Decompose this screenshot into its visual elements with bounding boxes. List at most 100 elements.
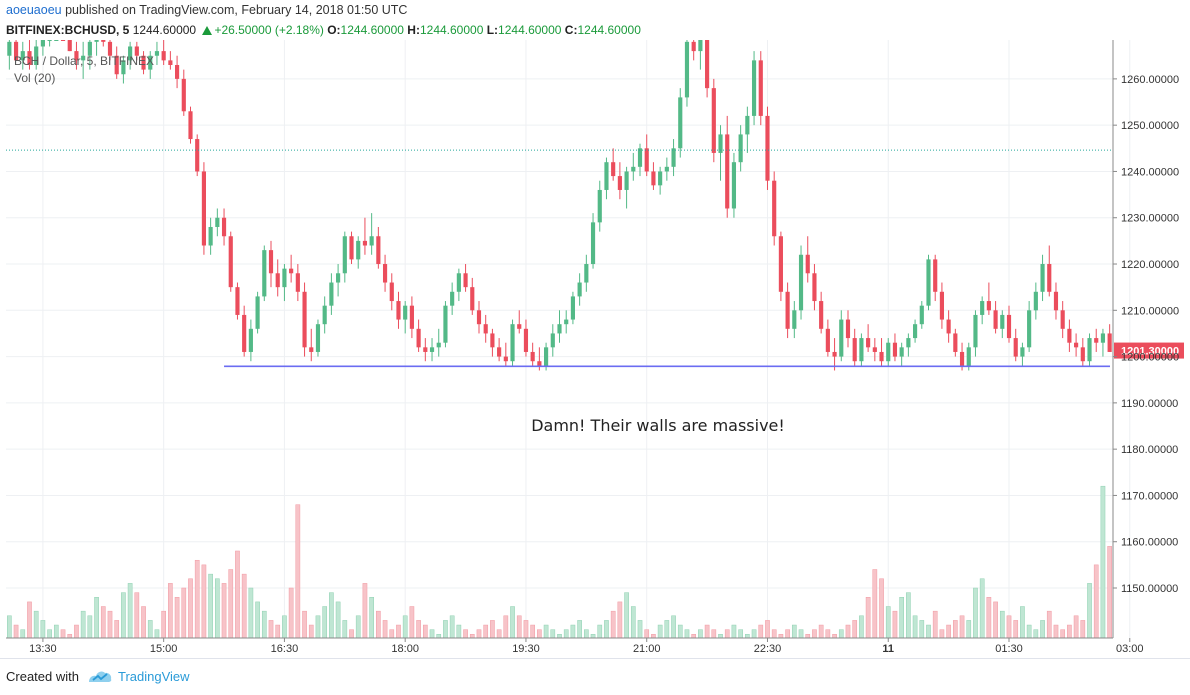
volume-bar xyxy=(201,564,207,639)
low-label: L: xyxy=(486,23,499,37)
volume-bar xyxy=(389,629,395,639)
candle-body xyxy=(658,171,663,186)
candle-body xyxy=(403,305,408,320)
volume-bar xyxy=(268,620,274,639)
volume-bar xyxy=(67,634,73,639)
volume-bar xyxy=(852,620,858,639)
last-price-tag xyxy=(1114,342,1184,359)
volume-bar xyxy=(510,606,515,639)
volume-bar xyxy=(449,615,455,639)
candle-body xyxy=(839,319,844,357)
volume-bar xyxy=(436,634,442,639)
candle-body xyxy=(859,338,864,362)
candle-body xyxy=(268,250,274,274)
candle-body xyxy=(1094,338,1099,343)
candle-body xyxy=(805,254,810,274)
candle-body xyxy=(94,40,99,42)
candle-body xyxy=(503,356,508,362)
candle-body xyxy=(550,333,555,348)
candle-body xyxy=(382,264,388,283)
candle-body xyxy=(510,324,515,362)
tradingview-link[interactable]: TradingView xyxy=(118,669,190,684)
candlestick-chart[interactable]: 1201.30000 1260.00000 1250.00000 1240.0000… xyxy=(0,40,1190,658)
candle-body xyxy=(161,51,166,61)
candle-body xyxy=(664,166,669,172)
candle-body xyxy=(537,361,542,366)
volume-bar xyxy=(349,629,354,639)
candle-body xyxy=(40,40,45,47)
candle-body xyxy=(1080,347,1085,362)
candle-body xyxy=(866,338,871,348)
candle-body xyxy=(215,217,220,227)
volume-bar xyxy=(1053,624,1059,639)
x-tick-label: 21:00 xyxy=(633,643,661,655)
candle-body xyxy=(476,310,482,325)
volume-bar xyxy=(946,624,951,639)
candle-body xyxy=(517,324,522,329)
candle-body xyxy=(557,324,562,334)
volume-bar xyxy=(832,634,837,639)
publish-bar: aoeuaoeu published on TradingView.com, F… xyxy=(0,0,1190,20)
volume-bar xyxy=(27,601,32,639)
candle-body xyxy=(262,250,267,297)
volume-bar xyxy=(597,624,603,639)
volume-bar xyxy=(308,624,314,639)
y-tick-label: 1170.00000 xyxy=(1121,490,1178,502)
candle-body xyxy=(342,236,347,274)
volume-bar xyxy=(80,610,86,639)
volume-bar xyxy=(543,624,549,639)
volume-bar xyxy=(100,606,106,639)
candle-body xyxy=(953,333,958,352)
volume-bar xyxy=(53,624,59,639)
volume-bar xyxy=(919,620,925,639)
volume-bar xyxy=(355,615,361,639)
volume-bar xyxy=(617,601,623,639)
candle-body xyxy=(470,287,475,311)
volume-bar xyxy=(879,578,884,639)
candle-body xyxy=(644,148,649,172)
candle-body xyxy=(705,40,710,89)
candle-body xyxy=(523,328,529,352)
candle-body xyxy=(443,305,448,343)
volume-bar xyxy=(523,620,529,639)
open-value: 1244.60000 xyxy=(340,23,404,37)
candle-body xyxy=(60,40,66,41)
volume-bar xyxy=(194,559,200,639)
volume-bar xyxy=(731,624,737,639)
candle-body xyxy=(899,347,904,357)
volume-bar xyxy=(691,634,697,639)
author-link[interactable]: aoeuaoeu xyxy=(6,3,62,17)
footer: Created with TradingView xyxy=(0,658,1190,695)
low-value: 1244.60000 xyxy=(498,23,562,37)
volume-bar xyxy=(718,634,723,639)
volume-bar xyxy=(751,629,757,639)
volume-bar xyxy=(121,592,126,639)
volume-bar xyxy=(221,583,227,639)
volume-bar xyxy=(590,634,596,639)
volume-bar xyxy=(228,569,234,639)
volume-bar xyxy=(443,620,448,639)
volume-bar xyxy=(604,620,609,639)
candle-body xyxy=(778,236,783,292)
candle-body xyxy=(886,342,891,362)
x-tick-label: 22:30 xyxy=(754,643,782,655)
volume-bar xyxy=(1006,615,1012,639)
volume-bar xyxy=(798,629,804,639)
x-tick-label: 16:30 xyxy=(271,643,299,655)
volume-bar xyxy=(630,606,636,639)
last-price-tag-label: 1201.30000 xyxy=(1121,346,1179,358)
candle-body xyxy=(1074,342,1079,348)
volume-bar xyxy=(490,620,495,639)
volume-bar xyxy=(791,624,797,639)
volume-bar xyxy=(1020,606,1025,639)
x-tick-label: 19:30 xyxy=(512,643,540,655)
candle-body xyxy=(959,351,965,366)
candle-body xyxy=(892,342,898,357)
candle-body xyxy=(678,97,683,149)
candle-body xyxy=(825,328,830,352)
volume-bar xyxy=(745,634,750,639)
volume-bar xyxy=(1033,629,1039,639)
volume-legend: Vol (20) xyxy=(14,71,55,85)
candle-body xyxy=(54,40,59,41)
y-tick-label: 1240.00000 xyxy=(1121,166,1179,178)
